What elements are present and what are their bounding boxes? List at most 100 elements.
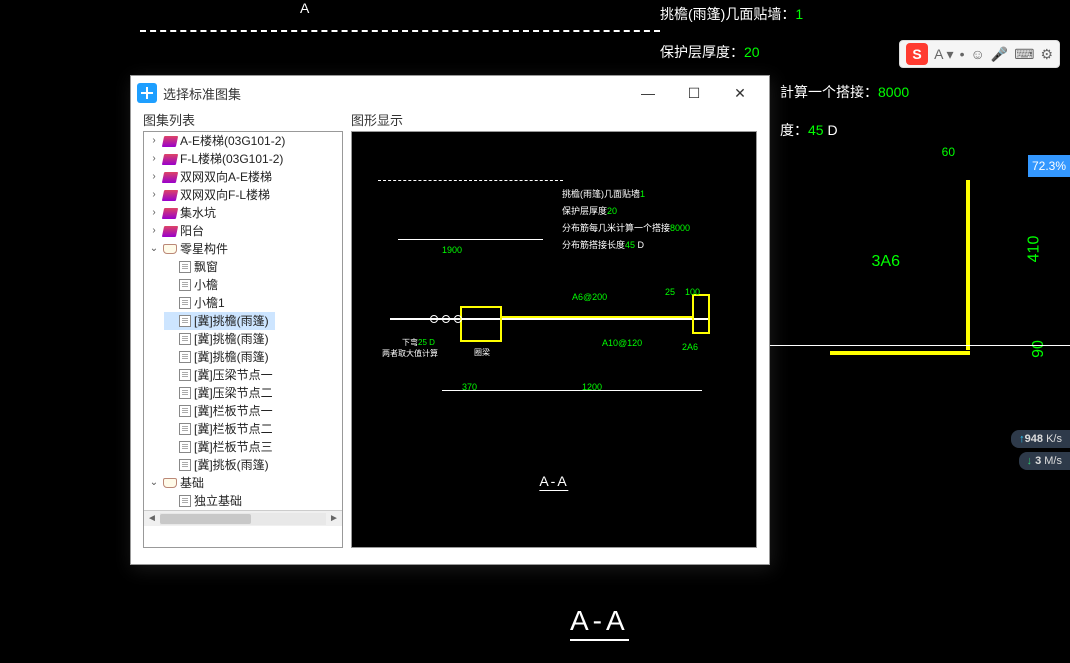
tree-item-label: [冀]压梁节点二	[194, 384, 273, 402]
pv-dim-25: 25	[665, 287, 675, 297]
pv-dimline	[442, 390, 702, 391]
tree-item-label: [冀]栏板节点二	[194, 420, 273, 438]
tree-item-label: 独立基础	[194, 492, 242, 510]
tree-item-label: 零星构件	[180, 240, 228, 258]
tree-item-label: [冀]挑檐(雨篷)	[194, 348, 269, 366]
page-icon	[179, 351, 191, 363]
ime-lang[interactable]: A ▾	[934, 46, 953, 63]
section-letter: A	[300, 0, 309, 16]
pv-note4: 分布筋搭接长度45 D	[562, 238, 644, 251]
maximize-button[interactable]: ☐	[671, 78, 717, 108]
rebar-3a6: 3A6	[872, 253, 900, 271]
page-icon	[179, 333, 191, 345]
ime-punct[interactable]: •	[960, 46, 965, 62]
tree-caret[interactable]: ⌄	[148, 240, 160, 258]
pv-a6-200: A6@200	[572, 292, 607, 302]
book-icon	[162, 190, 178, 201]
tree-item-label: [冀]挑檐(雨篷)	[194, 312, 269, 330]
pv-aa-title: A-A	[539, 473, 568, 491]
preview-canvas: 1900 挑檐(雨篷)几面贴墙1 保护层厚度20 分布筋每几米计算一个搭接800…	[351, 131, 757, 548]
tree-item[interactable]: [冀]挑檐(雨篷)	[164, 348, 275, 366]
tree-item[interactable]: [冀]挑板(雨篷)	[164, 456, 275, 474]
dim-60: 60	[942, 145, 955, 159]
tree-item[interactable]: [冀]压梁节点一	[164, 366, 279, 384]
page-icon	[179, 297, 191, 309]
tree-item-label: 阳台	[180, 222, 204, 240]
tree-item[interactable]: › 双网双向A-E楼梯	[148, 168, 278, 186]
tree-item[interactable]: ›双网双向F-L楼梯	[148, 186, 276, 204]
tree-item-label: [冀]压梁节点一	[194, 366, 273, 384]
dialog-select-atlas: 选择标准图集 — ☐ ✕ 图集列表 ›A-E楼梯(03G101-2)›F-L楼梯…	[130, 75, 770, 565]
tree-item[interactable]: [冀]挑檐(雨篷)	[164, 312, 275, 330]
page-icon	[179, 459, 191, 471]
tree-item-label: [冀]栏板节点一	[194, 402, 273, 420]
tree-item[interactable]: [冀]栏板节点三	[164, 438, 279, 456]
app-icon	[137, 83, 157, 103]
tree-item-label: 小檐	[194, 276, 218, 294]
tree-caret[interactable]: ›	[148, 222, 160, 240]
page-icon	[179, 423, 191, 435]
section-aa-title: A-A	[570, 605, 629, 641]
tree-item-label: 集水坑	[180, 204, 216, 222]
tree-item[interactable]: ⌄基础	[148, 474, 210, 492]
ime-settings[interactable]: ⚙	[1040, 46, 1053, 63]
tree-hscrollbar[interactable]: ◄►	[144, 510, 342, 526]
tree-item-label: [冀]挑檐(雨篷)	[194, 330, 269, 348]
annot-lap: 計算一个搭接：8000	[780, 82, 909, 102]
tree-caret[interactable]: ›	[148, 168, 160, 186]
ime-voice[interactable]: 🎤	[991, 46, 1008, 63]
dim-90: 90	[1030, 340, 1048, 358]
wall-dashline	[140, 30, 660, 32]
pv-note-dw: 下弯25 D	[402, 337, 435, 348]
tree-caret[interactable]: ›	[148, 186, 160, 204]
page-icon	[179, 441, 191, 453]
minimize-button[interactable]: —	[625, 78, 671, 108]
tree-item[interactable]: › 集水坑	[148, 204, 222, 222]
pv-dim-1900: 1900	[442, 245, 462, 255]
close-button[interactable]: ✕	[717, 78, 763, 108]
book-icon	[162, 136, 178, 147]
titlebar[interactable]: 选择标准图集 — ☐ ✕	[131, 76, 769, 110]
page-icon	[179, 369, 191, 381]
ime-keyboard[interactable]: ⌨	[1014, 46, 1034, 63]
atlas-tree[interactable]: ›A-E楼梯(03G101-2)›F-L楼梯(03G101-2)›双网双向A-E…	[143, 131, 343, 548]
tree-item-label: 双网双向A-E楼梯	[180, 168, 272, 186]
tree-item[interactable]: ›A-E楼梯(03G101-2)	[148, 132, 291, 150]
tree-item[interactable]: [冀]压梁节点二	[164, 384, 279, 402]
page-icon	[179, 261, 191, 273]
tree-item[interactable]: 小檐	[164, 276, 224, 294]
pv-note2: 保护层厚度20	[562, 204, 617, 217]
tree-item[interactable]: [冀]挑檐(雨篷)	[164, 330, 275, 348]
tree-caret[interactable]: ›	[148, 150, 160, 168]
annot-walls: 挑檐(雨篷)几面贴墙：1	[660, 4, 803, 24]
pv-note1: 挑檐(雨篷)几面贴墙1	[562, 187, 645, 200]
dim-410: 410	[1026, 236, 1044, 263]
tree-item-label: [冀]挑板(雨篷)	[194, 456, 269, 474]
tree-item[interactable]: 独立基础	[164, 492, 248, 510]
pv-2a6: 2A6	[682, 342, 698, 352]
tree-caret[interactable]: ›	[148, 204, 160, 222]
tree-caret[interactable]: ⌄	[148, 474, 160, 492]
tree-item[interactable]: 飘窗	[164, 258, 224, 276]
openbook-icon	[163, 244, 177, 254]
ext-line	[770, 345, 1070, 346]
netspeed-up: ↑948 K/s	[1011, 430, 1070, 448]
tree-item[interactable]: › 阳台	[148, 222, 210, 240]
page-icon	[179, 387, 191, 399]
sogou-logo[interactable]: S	[906, 43, 928, 65]
pv-section	[390, 304, 710, 354]
ime-toolbar[interactable]: S A ▾ • ☺ 🎤 ⌨ ⚙	[899, 40, 1060, 68]
ime-emoji[interactable]: ☺	[970, 46, 984, 62]
tree-item[interactable]: 小檐1	[164, 294, 231, 312]
tree-item[interactable]: ⌄ 零星构件	[148, 240, 234, 258]
page-icon	[179, 315, 191, 327]
tree-item-label: 飘窗	[194, 258, 218, 276]
tree-caret[interactable]: ›	[148, 132, 160, 150]
tree-item-label: 小檐1	[194, 294, 225, 312]
tree-item[interactable]: [冀]栏板节点一	[164, 402, 279, 420]
tree-item[interactable]: [冀]栏板节点二	[164, 420, 279, 438]
book-icon	[162, 154, 178, 165]
pv-a10-120: A10@120	[602, 338, 642, 348]
tree-item[interactable]: ›F-L楼梯(03G101-2)	[148, 150, 289, 168]
book-icon	[162, 226, 178, 237]
